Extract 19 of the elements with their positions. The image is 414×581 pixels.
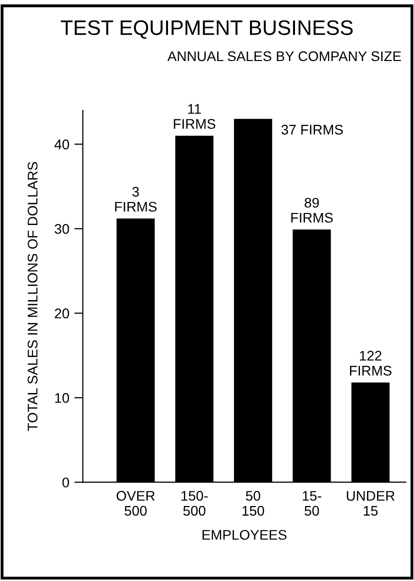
y-axis-title: TOTAL SALES IN MILLIONS OF DOLLARS — [28, 162, 38, 431]
x-tick-label: 50 150 — [242, 490, 264, 516]
y-tick-label: 30 — [54, 224, 70, 234]
x-tick-label: 15- 50 — [302, 491, 322, 516]
x-tick-label: 150- 500 — [182, 490, 208, 516]
annotation: 89 FIRMS — [291, 198, 333, 223]
annotation: 11 FIRMS — [174, 104, 216, 129]
y-tick-label: 20 — [54, 308, 70, 318]
y-tick-label: 0 — [62, 478, 70, 488]
x-axis-title: EMPLOYEES — [202, 530, 286, 540]
x-tick-label: UNDER 15 — [346, 491, 395, 516]
annotation: 3 FIRMS — [115, 186, 157, 212]
chart-title: TEST EQUIPMENT BUSINESS — [60, 20, 353, 39]
annotation: 122 FIRMS — [350, 350, 392, 376]
x-tick-label: OVER 500 — [116, 490, 155, 516]
chart-subtitle: ANNUAL SALES BY COMPANY SIZE — [167, 51, 401, 62]
annotation: 37 FIRMS — [281, 124, 343, 135]
y-tick-label: 40 — [54, 140, 70, 150]
y-tick-label: 10 — [55, 393, 70, 403]
